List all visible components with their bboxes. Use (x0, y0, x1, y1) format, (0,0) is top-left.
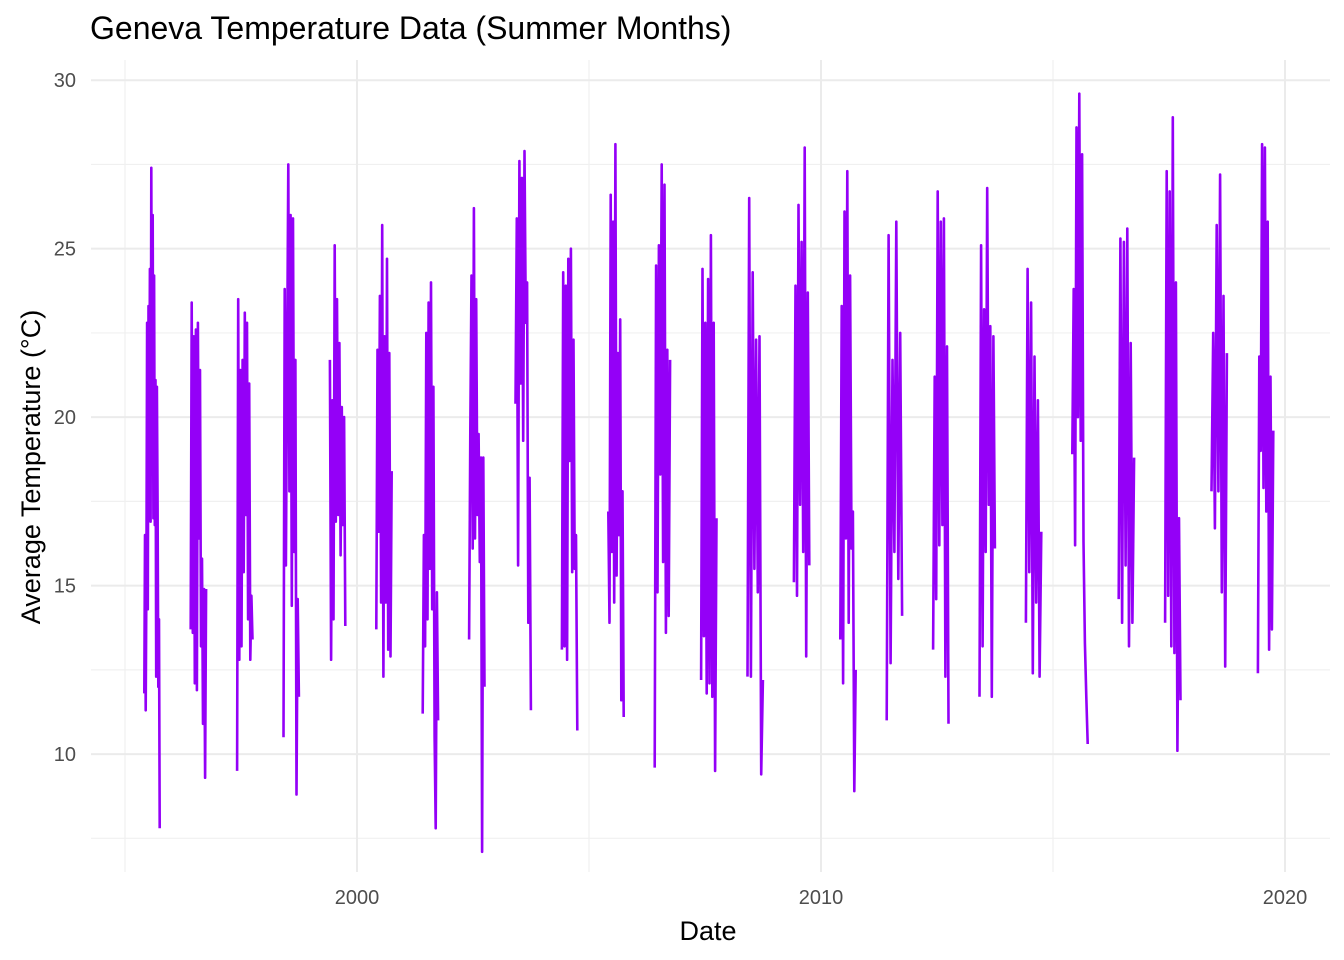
y-axis-title: Average Temperature (°C) (16, 310, 46, 624)
series-line-2006 (653, 163, 672, 768)
series-line-2005 (607, 142, 625, 718)
temperature-series (143, 92, 1275, 854)
chart-title: Geneva Temperature Data (Summer Months) (90, 10, 732, 46)
series-line-2010 (839, 169, 857, 793)
series-line-1997 (235, 297, 254, 771)
x-tick-label: 2000 (335, 887, 380, 909)
x-tick-label: 2010 (799, 887, 844, 909)
series-line-2012 (931, 190, 950, 724)
series-line-2003 (514, 149, 533, 711)
series-line-2002 (467, 206, 486, 854)
y-tick-label: 25 (54, 239, 76, 261)
series-line-2019 (1256, 142, 1275, 674)
series-line-2009 (792, 146, 811, 658)
series-line-2018 (1210, 173, 1229, 668)
x-axis-title: Date (679, 916, 736, 946)
y-axis-tick-labels: 10 15 20 25 30 (54, 70, 76, 766)
x-tick-label: 2020 (1263, 887, 1308, 909)
y-tick-label: 10 (54, 744, 76, 766)
y-tick-label: 30 (54, 70, 76, 92)
y-tick-label: 20 (54, 407, 76, 429)
series-line-1999 (328, 244, 347, 661)
series-line-2015 (1071, 92, 1089, 745)
series-line-2017 (1163, 116, 1182, 752)
series-line-1996 (189, 301, 208, 779)
series-line-2004 (560, 247, 579, 731)
series-line-2000 (375, 223, 393, 678)
y-tick-label: 15 (54, 576, 76, 598)
series-line-2001 (421, 281, 440, 830)
series-line-1995 (143, 166, 161, 829)
x-axis-tick-labels: 2000 2010 2020 (335, 887, 1308, 909)
series-line-2011 (885, 220, 904, 721)
series-line-2013 (978, 186, 997, 699)
series-line-2014 (1024, 267, 1043, 678)
series-line-2016 (1117, 227, 1136, 648)
series-line-1998 (282, 163, 301, 796)
series-line-2008 (746, 196, 765, 776)
series-line-2007 (699, 233, 718, 773)
